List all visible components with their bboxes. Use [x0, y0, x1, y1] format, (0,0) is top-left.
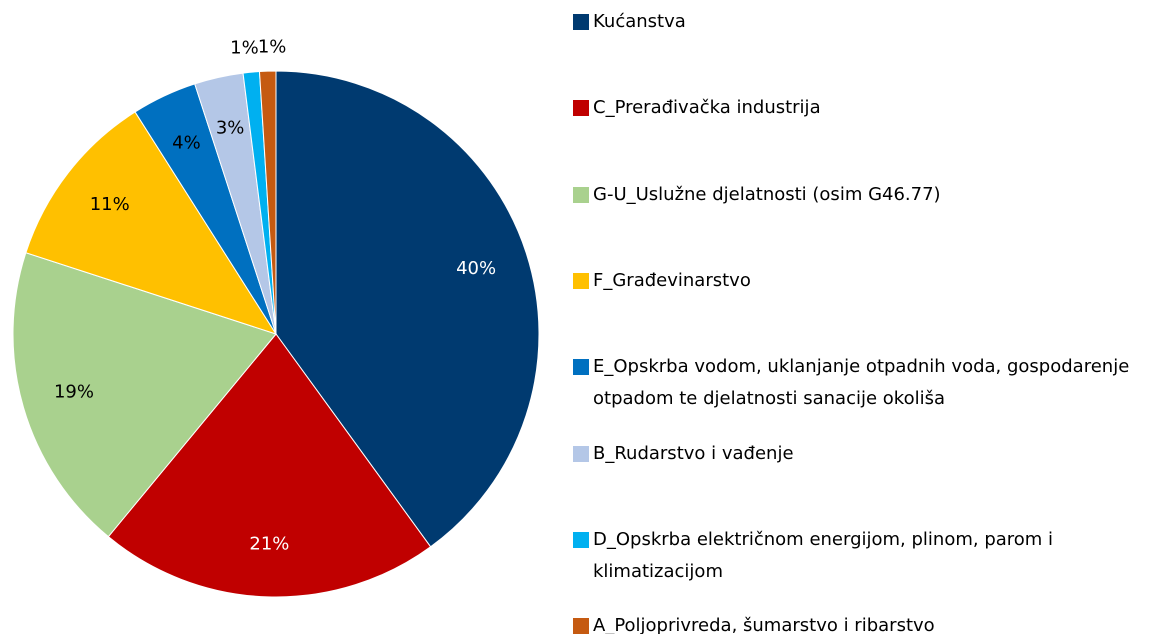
pie-slice: [258, 70, 277, 335]
data-label: 11%: [90, 194, 130, 215]
legend-swatch: [573, 14, 589, 30]
data-label: 1%: [258, 36, 287, 57]
legend-item: E_Opskrba vodom, uklanjanje otpadnih vod…: [573, 351, 1158, 415]
legend-swatch: [573, 618, 589, 634]
legend-label: C_Prerađivačka industrija: [593, 97, 821, 119]
legend-item: D_Opskrba električnom energijom, plinom,…: [573, 524, 1158, 588]
legend-label: Kućanstva: [593, 11, 686, 32]
legend-swatch: [573, 531, 589, 548]
legend-item: B_Rudarstvo i vađenje: [573, 438, 1158, 470]
data-label: 40%: [456, 258, 496, 279]
legend-item: C_Prerađivačka industrija: [573, 92, 1158, 124]
legend-item: A_Poljoprivreda, šumarstvo i ribarstvo: [573, 610, 1158, 634]
data-label: 19%: [54, 382, 94, 403]
legend-swatch: [573, 186, 589, 203]
legend-item: F_Građevinarstvo: [573, 265, 1158, 297]
data-label: 4%: [172, 133, 201, 154]
legend-label: A_Poljoprivreda, šumarstvo i ribarstvo: [593, 615, 935, 634]
data-label: 1%: [230, 38, 259, 59]
legend-label: E_Opskrba vodom, uklanjanje otpadnih vod…: [593, 356, 1130, 410]
legend-label: F_Građevinarstvo: [593, 269, 751, 291]
legend-swatch: [573, 359, 589, 376]
pie-slice: [12, 252, 277, 538]
legend-item: Kućanstva: [573, 6, 1158, 38]
legend-swatch: [573, 445, 589, 462]
legend-swatch: [573, 100, 589, 117]
pie-chart: 40% 21% 19% 11% 4% 3% 1% 1%: [12, 36, 540, 598]
legend-label: D_Opskrba električnom energijom, plinom,…: [593, 528, 1054, 582]
data-label: 21%: [249, 533, 289, 554]
pie-slice: [107, 333, 432, 598]
legend-item: G-U_Uslužne djelatnosti (osim G46.77): [573, 179, 1158, 211]
pie-slice: [275, 70, 540, 548]
legend-label: B_Rudarstvo i vađenje: [593, 442, 794, 464]
data-label: 3%: [216, 118, 245, 139]
legend-swatch: [573, 272, 589, 289]
pie-slice: [25, 111, 278, 335]
legend-label: G-U_Uslužne djelatnosti (osim G46.77): [593, 183, 941, 205]
